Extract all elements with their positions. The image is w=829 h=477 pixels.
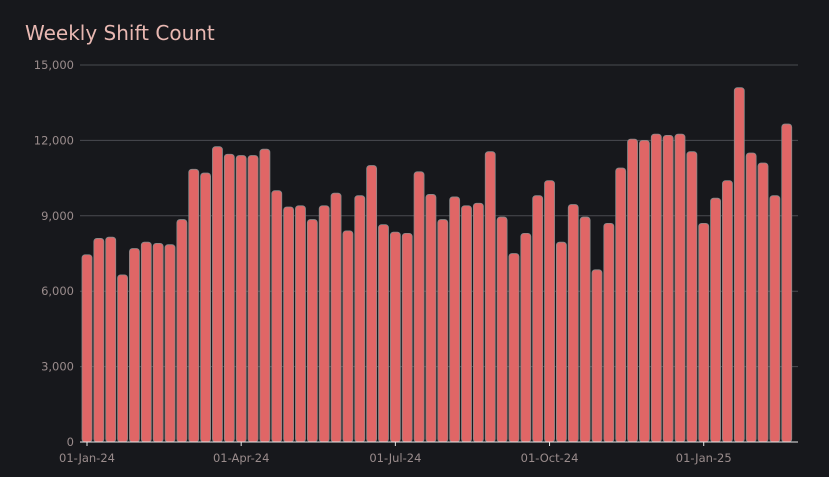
bar xyxy=(650,133,662,443)
bar xyxy=(674,133,686,443)
bar xyxy=(200,172,212,443)
bar xyxy=(117,274,128,443)
bar xyxy=(366,165,378,443)
bar xyxy=(212,146,223,443)
bar xyxy=(722,180,733,443)
y-tick-label: 15,000 xyxy=(34,58,74,72)
bar xyxy=(769,195,781,443)
bar xyxy=(389,231,401,443)
y-tick-label: 3,000 xyxy=(41,360,74,374)
bar xyxy=(235,155,247,443)
bar xyxy=(129,248,140,443)
bar xyxy=(140,241,152,443)
bar xyxy=(484,151,496,443)
bar xyxy=(354,195,366,443)
bar xyxy=(591,269,603,443)
bar xyxy=(152,243,164,443)
bar xyxy=(105,236,117,443)
bar xyxy=(283,206,295,443)
bar xyxy=(579,216,591,443)
bar xyxy=(330,192,342,443)
bar xyxy=(627,138,638,443)
bar xyxy=(520,232,532,443)
y-tick-label: 0 xyxy=(67,435,74,449)
y-tick-label: 6,000 xyxy=(41,284,74,298)
bar xyxy=(81,254,93,443)
bar xyxy=(437,219,449,443)
bar xyxy=(603,222,615,443)
bar xyxy=(472,202,484,443)
bar xyxy=(639,139,650,443)
y-tick-label: 12,000 xyxy=(34,133,74,147)
bar xyxy=(223,153,235,443)
x-tick-label: 01-Oct-24 xyxy=(521,451,579,465)
bar xyxy=(93,238,105,443)
chart-title: Weekly Shift Count xyxy=(25,21,215,45)
bar xyxy=(556,241,567,443)
bar xyxy=(662,134,674,443)
bar xyxy=(698,222,710,443)
bar xyxy=(259,148,271,443)
x-tick-label: 01-Jan-24 xyxy=(59,451,115,465)
bar xyxy=(306,219,318,443)
bar xyxy=(686,151,698,443)
x-tick-label: 01-Jan-25 xyxy=(676,451,732,465)
bar xyxy=(757,162,769,443)
bar xyxy=(401,232,413,443)
bar xyxy=(567,204,579,443)
x-tick-label: 01-Jul-24 xyxy=(369,451,421,465)
bar xyxy=(710,197,721,443)
bar xyxy=(508,253,520,443)
bar xyxy=(295,205,306,443)
bar xyxy=(318,205,330,443)
bar xyxy=(461,205,472,443)
bar xyxy=(781,123,793,443)
bar xyxy=(164,244,176,443)
bar xyxy=(532,195,544,443)
x-tick-label: 01-Apr-24 xyxy=(213,451,269,465)
y-tick-label: 9,000 xyxy=(41,209,74,223)
bar xyxy=(342,230,354,443)
bar xyxy=(188,168,200,443)
bar xyxy=(425,194,437,443)
bar xyxy=(378,224,389,443)
bar xyxy=(745,152,757,443)
bar xyxy=(615,167,627,443)
bar xyxy=(733,87,745,443)
bar xyxy=(449,196,461,443)
bar xyxy=(544,180,555,443)
bar xyxy=(413,171,425,443)
bar xyxy=(176,219,188,443)
bar xyxy=(496,216,508,443)
bar xyxy=(247,155,259,443)
bar xyxy=(271,190,283,443)
